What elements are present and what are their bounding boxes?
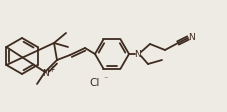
Text: N: N <box>42 69 49 78</box>
Text: Cl: Cl <box>89 78 100 88</box>
Text: N: N <box>134 50 141 58</box>
Text: N: N <box>188 32 195 42</box>
Text: ⁻: ⁻ <box>103 74 107 84</box>
Text: +: + <box>48 65 54 73</box>
